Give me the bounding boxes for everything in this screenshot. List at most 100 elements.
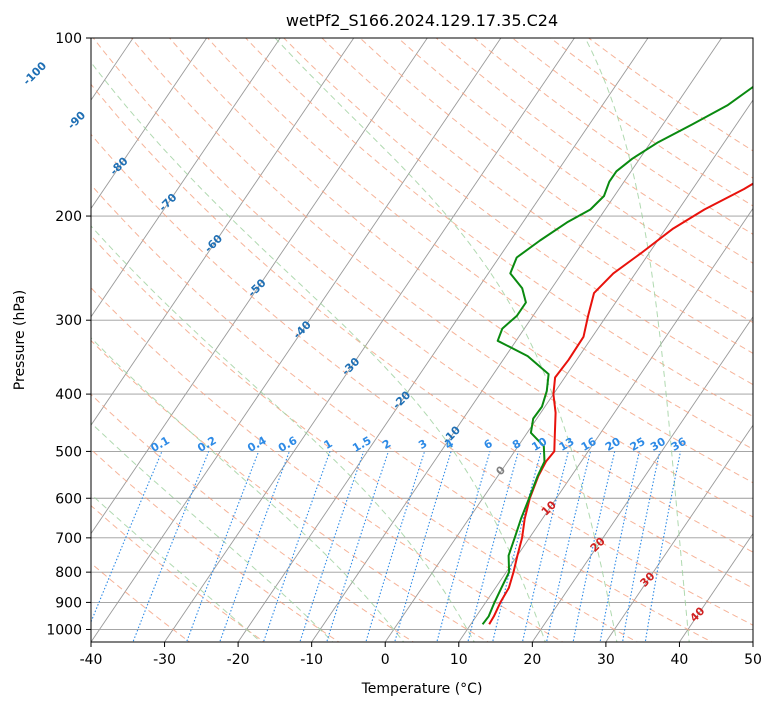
isotherm-grid — [0, 11, 753, 654]
temperature-line — [488, 182, 753, 625]
isotherm-line — [91, 38, 428, 535]
mixing-ratio-line — [492, 451, 542, 642]
x-tick-label: 20 — [523, 652, 541, 668]
mixing-ratio-line — [186, 451, 260, 642]
isotherm-label: -90 — [65, 109, 88, 132]
mixing-ratio-line — [132, 451, 210, 642]
isotherm-label: -40 — [291, 318, 314, 341]
mixing-ratio-line — [219, 451, 290, 642]
dry-adiabat-line — [511, 38, 753, 207]
mixing-ratio-line — [365, 451, 426, 642]
mixing-ratio-line — [91, 451, 163, 624]
line-annotations: 0.1 0.2 0.4 0.6 1 1.5 2 3 4 6 8 10 13 16 20 25 30 36-100-… — [20, 59, 707, 625]
moist-adiabat-line — [274, 38, 618, 642]
mixing-ratio-line — [436, 451, 491, 642]
x-tick-label: -40 — [80, 652, 103, 668]
isotherm-line — [531, 316, 753, 642]
mixing-ratio-label: 3 — [416, 437, 429, 452]
plot-frame — [90, 37, 754, 643]
x-tick-label: -20 — [227, 652, 250, 668]
sounding-series — [481, 85, 753, 625]
mixing-ratio-lines — [91, 451, 682, 642]
dry-adiabats — [91, 38, 753, 642]
moist-adiabats — [91, 38, 690, 642]
y-tick-label: 900 — [55, 595, 82, 611]
x-axis-label: Temperature (°C) — [361, 681, 483, 697]
moist-adiabat-line — [91, 337, 405, 642]
isotherm-line — [384, 99, 753, 642]
dry-adiabat-line — [92, 38, 753, 553]
isotherm-line — [0, 11, 4, 654]
x-tick-label: 10 — [450, 652, 468, 668]
isotherm-label: -100 — [20, 59, 49, 88]
isotherm-label: 0 — [493, 463, 508, 478]
isotherm-line — [91, 38, 281, 318]
isotherm-line — [678, 532, 753, 642]
dry-adiabat-line — [91, 504, 266, 642]
dry-adiabat-line — [359, 38, 753, 324]
y-axis-ticks: 100 200 300 400 500 600 700 800 900 1000 — [46, 31, 91, 638]
moist-adiabat-line — [584, 38, 690, 642]
mixing-ratio-line — [394, 451, 452, 642]
dry-adiabat-line — [283, 38, 753, 386]
y-tick-label: 800 — [55, 565, 82, 581]
isotherm-label: -70 — [156, 191, 179, 214]
dry-adiabat-line — [91, 133, 753, 626]
isotherm-line — [752, 641, 753, 642]
moist-adiabat-line — [91, 225, 475, 642]
mixing-ratio-line — [467, 451, 519, 642]
dry-adiabat-line — [206, 38, 753, 450]
y-tick-label: 500 — [55, 444, 82, 460]
isotherm-line — [237, 38, 649, 642]
mixing-ratio-line — [599, 451, 640, 642]
isotherm-label: -50 — [245, 276, 268, 299]
mixing-ratio-line — [326, 451, 389, 642]
y-tick-label: 600 — [55, 491, 82, 507]
moist-adiabat-line — [91, 493, 262, 642]
mixing-ratio-label: 6 — [482, 437, 495, 452]
x-tick-label: -10 — [300, 652, 323, 668]
mixing-ratio-line — [546, 451, 592, 642]
x-tick-label: 0 — [381, 652, 390, 668]
dry-adiabat-line — [91, 448, 340, 642]
x-tick-label: 50 — [744, 652, 762, 668]
isotherm-line — [164, 38, 575, 642]
y-tick-label: 300 — [55, 313, 82, 329]
mixing-ratio-label: 2 — [380, 437, 393, 452]
y-tick-label: 400 — [55, 387, 82, 403]
dry-adiabat-line — [91, 393, 415, 642]
dry-adiabat-line — [91, 83, 753, 589]
moist-adiabat-line — [91, 61, 546, 642]
mixing-ratio-line — [262, 451, 331, 642]
mixing-ratio-line — [521, 451, 569, 642]
dry-adiabat-line — [130, 38, 753, 518]
x-tick-label: 40 — [671, 652, 689, 668]
y-tick-label: 700 — [55, 531, 82, 547]
y-axis-label: Pressure (hPa) — [12, 290, 28, 390]
dry-adiabat-line — [168, 38, 753, 484]
mixing-ratio-line — [644, 451, 682, 642]
chart-title: wetPf2_S166.2024.129.17.35.C24 — [286, 11, 558, 31]
isotherm-line — [91, 38, 355, 427]
isotherm-line — [91, 38, 502, 642]
dry-adiabat-line — [321, 38, 753, 354]
dry-adiabat-line — [397, 38, 753, 294]
y-tick-label: 100 — [55, 31, 82, 47]
x-tick-label: 30 — [597, 652, 615, 668]
x-tick-label: -30 — [153, 652, 176, 668]
isotherm-label: 40 — [687, 604, 707, 624]
isotherm-line — [605, 424, 753, 642]
y-tick-label: 1000 — [46, 622, 82, 638]
isotherm-line — [458, 207, 753, 642]
dry-adiabat-line — [91, 339, 490, 642]
mixing-ratio-line — [299, 451, 365, 642]
dry-adiabat-line — [91, 287, 564, 642]
moist-adiabat-line — [91, 422, 334, 642]
dry-adiabat-line — [91, 562, 191, 642]
dewpoint-line — [481, 85, 753, 625]
isotherm-label: -30 — [339, 355, 362, 378]
dry-adiabat-line — [91, 235, 639, 642]
pressure-grid — [91, 37, 753, 630]
